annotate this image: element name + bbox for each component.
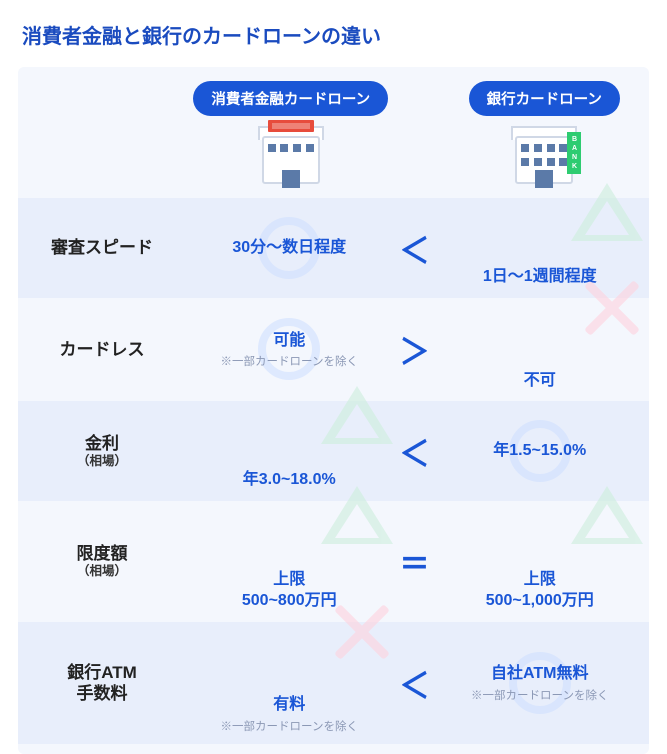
bank-building-icon: BANK	[509, 122, 579, 188]
triangle-icon	[571, 183, 643, 241]
row-label: 限度額（相場）	[18, 543, 186, 580]
comparator: ＜	[393, 429, 437, 473]
rows-container: 審査スピード30分～数日程度＜1日～1週間程度カードレス可能※一部カードローンを…	[18, 198, 649, 744]
cell-value: 有料	[273, 694, 305, 716]
consumer-building-icon	[256, 122, 326, 188]
comparator: ＞	[393, 327, 437, 371]
cell-value: 30分～数日程度	[232, 237, 346, 259]
consumer-cell: 可能※一部カードローンを除く	[186, 317, 393, 381]
comparator: ＜	[393, 226, 437, 270]
cell-note: ※一部カードローンを除く	[221, 718, 358, 734]
table-row: カードレス可能※一部カードローンを除く＞不可	[18, 298, 649, 402]
cell-value: 上限 500~800万円	[242, 569, 337, 612]
consumer-cell: 上限 500~800万円	[186, 511, 393, 612]
bank-cell: 不可	[437, 308, 644, 392]
comparator-symbol: ＜	[400, 222, 430, 273]
cell-note: ※一部カードローンを除く	[471, 687, 608, 703]
cell-value: 1日～1週間程度	[483, 266, 597, 288]
consumer-cell: 30分～数日程度	[186, 216, 393, 280]
row-label: 審査スピード	[18, 237, 186, 258]
row-label: 金利（相場）	[18, 433, 186, 470]
column-header-consumer: 消費者金融カードローン	[186, 81, 396, 188]
row-label: 銀行ATM 手数料	[18, 662, 186, 705]
table-row: 銀行ATM 手数料有料 ※一部カードローンを除く ＜ 自社ATM無料 ※一部カードローン…	[18, 622, 649, 744]
row-sublabel: （相場）	[18, 564, 186, 580]
comparator-symbol: ＞	[400, 324, 430, 375]
bank-cell: 1日～1週間程度	[437, 208, 644, 288]
comparator-symbol: ＝	[400, 536, 430, 587]
bank-cell: 自社ATM無料 ※一部カードローンを除く	[437, 651, 644, 715]
comparator-symbol: ＜	[400, 657, 430, 708]
table-row: 金利（相場） 年3.0~18.0% ＜ 年1.5~15.0%	[18, 401, 649, 501]
cell-value: 可能	[273, 330, 305, 352]
comparison-panel: 消費者金融カードローン 銀行カードローン BANK 審査スピード 30分～数日程度…	[18, 67, 649, 754]
column-header-row: 消費者金融カードローン 銀行カードローン BANK	[18, 81, 649, 188]
cell-value: 年3.0~18.0%	[243, 469, 336, 491]
bank-cell: 上限 500~1,000万円	[437, 511, 644, 612]
cell-value: 年1.5~15.0%	[493, 440, 586, 462]
row-label: カードレス	[18, 339, 186, 360]
consumer-pill: 消費者金融カードローン	[193, 81, 388, 116]
table-row: 審査スピード 30分～数日程度 ＜ 1日～1週間程度	[18, 198, 649, 298]
table-row: 限度額（相場） 上限 500~800万円 ＝ 上限 500~1,000万円	[18, 501, 649, 622]
bank-cell: 年1.5~15.0%	[437, 419, 644, 483]
consumer-cell: 年3.0~18.0%	[186, 411, 393, 491]
cell-value: 自社ATM無料	[491, 663, 588, 685]
page-title: 消費者金融と銀行のカードローンの違い	[18, 20, 649, 49]
bank-pill: 銀行カードローン	[469, 81, 620, 116]
comparator: ＜	[393, 661, 437, 705]
cell-value: 上限 500~1,000万円	[486, 569, 594, 612]
row-sublabel: （相場）	[18, 454, 186, 470]
cell-value: 不可	[524, 370, 556, 392]
cell-note: ※一部カードローンを除く	[221, 353, 358, 369]
comparator: ＝	[393, 539, 437, 583]
consumer-cell: 有料 ※一部カードローンを除く	[186, 632, 393, 734]
comparator-symbol: ＜	[400, 426, 430, 477]
column-header-bank: 銀行カードローン BANK	[440, 81, 650, 188]
